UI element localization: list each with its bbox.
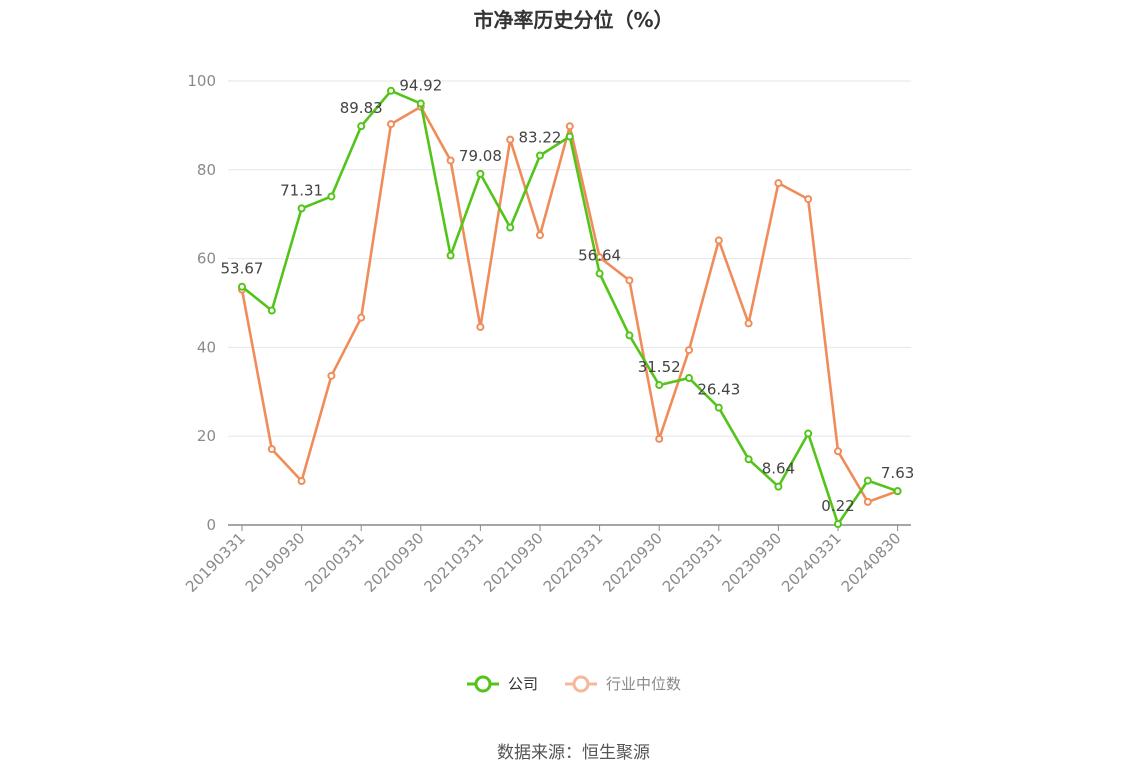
data-label-20200930: 94.92: [399, 77, 442, 95]
series-0-point-20200331: [357, 122, 366, 131]
series-1-point-20190630: [267, 445, 276, 454]
series-0-point-20210930: [536, 151, 544, 160]
data-label-20220331: 56.64: [578, 247, 621, 265]
series-1-point-20200630: [387, 120, 395, 129]
x-tick-label-20240830: 20240830: [838, 529, 905, 596]
series-0-point-20240630: [863, 476, 872, 485]
series-0-point-20220331: [595, 269, 604, 278]
y-tick-label-40: 40: [197, 338, 216, 356]
series-1-point-20191231: [327, 371, 336, 380]
data-label-20190331: 53.67: [221, 260, 264, 278]
series-1-point-20201231: [446, 156, 455, 165]
series-line-1: [240, 105, 899, 504]
series-0-point-20190630: [267, 306, 276, 315]
y-tick-label-60: 60: [197, 250, 216, 268]
y-tick-label-80: 80: [197, 161, 216, 179]
series-1-point-20230331: [714, 236, 723, 245]
series-0-point-20221231: [685, 374, 693, 383]
legend-item-industry-median[interactable]: 行业中位数: [564, 673, 681, 694]
series-0-point-20230930: [774, 482, 783, 491]
x-tick-label-20230331: 20230331: [659, 529, 726, 596]
y-tick-label-100: 100: [187, 72, 216, 90]
series-1-point-20221231: [685, 346, 693, 355]
x-tick-label-20220331: 20220331: [540, 529, 607, 596]
series-1-point-20230930: [774, 179, 783, 188]
series-1-point-20220630: [625, 276, 634, 285]
x-tick-label-20230930: 20230930: [719, 529, 786, 596]
legend-label-company: 公司: [507, 675, 538, 693]
legend-item-company[interactable]: 公司: [466, 673, 538, 694]
data-label-20230930: 8.64: [762, 460, 795, 478]
series-0-point-20201231: [446, 251, 455, 260]
series-0-point-20210331: [476, 169, 485, 178]
data-label-20220930: 31.52: [638, 358, 681, 376]
x-tick-label-20220930: 20220930: [599, 529, 666, 596]
x-tick-label-20240331: 20240331: [778, 529, 845, 596]
data-label-20210331: 79.08: [459, 147, 502, 165]
series-1-point-20210630: [506, 135, 515, 144]
x-tick-label-20190331: 20190331: [182, 529, 249, 596]
series-1-point-20210930: [536, 231, 544, 240]
y-tick-label-0: 0: [206, 516, 216, 534]
data-label-20210930: 83.22: [519, 129, 562, 147]
legend-company-marker-icon: [466, 675, 499, 692]
data-label-20240830: 7.63: [881, 464, 914, 482]
x-tick-label-20200930: 20200930: [361, 529, 428, 596]
legend-label-industry-median: 行业中位数: [606, 675, 682, 693]
series-0-point-20240331: [834, 520, 842, 529]
series-0-point-20191231: [327, 192, 336, 201]
series-1-point-20200331: [357, 313, 366, 322]
data-label-20230331: 26.43: [697, 381, 740, 399]
series-0-point-20211231: [565, 132, 574, 141]
series-1-point-20240331: [834, 447, 842, 456]
x-tick-label-20210930: 20210930: [480, 529, 547, 596]
series-1-point-20220930: [655, 434, 664, 443]
series-lines: [238, 86, 902, 529]
series-0-point-20210630: [506, 223, 515, 232]
series-0-point-20190331: [238, 282, 246, 291]
series-line-0: [241, 89, 899, 526]
x-tick-label-20190930: 20190930: [242, 529, 309, 596]
x-tick-label-20210331: 20210331: [421, 529, 488, 596]
series-1-point-20230630: [744, 319, 753, 328]
series-0-point-20231231: [804, 429, 813, 438]
data-label-20240331: 0.22: [821, 497, 854, 515]
data-label-20190930: 71.31: [280, 181, 323, 199]
x-tick-label-20200331: 20200331: [301, 529, 368, 596]
series-1-point-20211231: [565, 122, 574, 131]
chart-title: 市净率历史分位（%）: [473, 8, 674, 32]
series-0-point-20200630: [387, 86, 395, 95]
legend: 公司 行业中位数: [0, 673, 1147, 694]
series-1-point-20240630: [863, 497, 872, 506]
series-0-point-20230630: [744, 455, 753, 464]
series-1-point-20190930: [297, 477, 306, 486]
series-0-point-20240830: [893, 487, 902, 496]
series-1-point-20210331: [476, 322, 485, 331]
series-0-point-20230331: [714, 403, 723, 412]
series-0-point-20220930: [655, 381, 664, 390]
y-tick-label-20: 20: [197, 427, 216, 445]
legend-industry-marker-icon: [565, 675, 597, 692]
series-1-point-20231231: [804, 195, 813, 204]
series-0-point-20200930: [416, 99, 425, 108]
data-labels: 53.67 71.31 89.83 94.92 79.08 83.22 56.64 31.52…: [221, 77, 915, 515]
series-0-point-20220630: [625, 331, 634, 340]
data-label-20200331: 89.83: [340, 99, 383, 117]
series-0-point-20190930: [297, 204, 306, 213]
data-source-note: 数据来源：恒生聚源: [497, 743, 650, 763]
